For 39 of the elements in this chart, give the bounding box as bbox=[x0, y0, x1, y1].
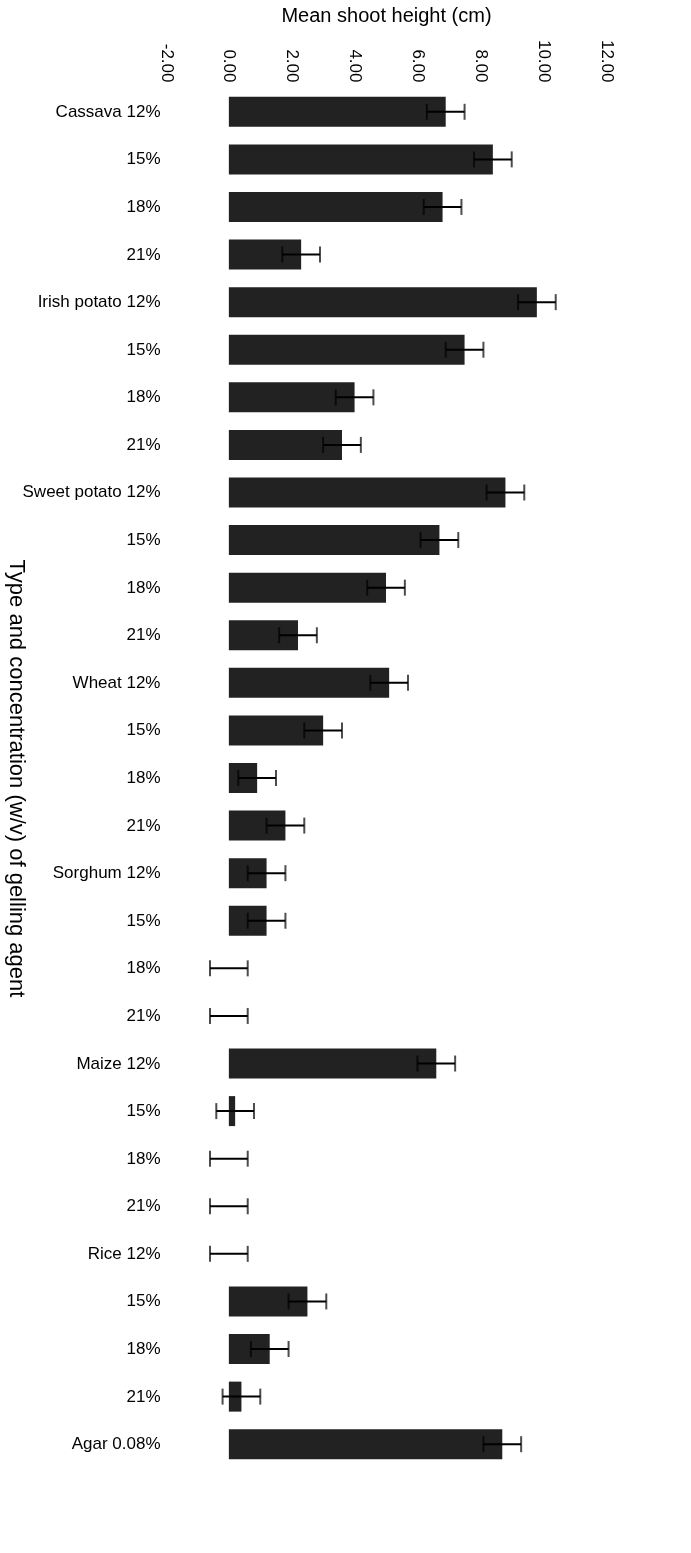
x-tick-label: 10.00 bbox=[534, 39, 554, 83]
y-tick-label: 15% bbox=[126, 530, 161, 550]
y-tick-label: 18% bbox=[126, 196, 161, 216]
y-tick-label: 18% bbox=[126, 577, 161, 597]
y-tick-label: 18% bbox=[126, 1339, 161, 1359]
y-tick-label: Cassava 12% bbox=[55, 101, 161, 121]
y-tick-label: 18% bbox=[126, 958, 161, 978]
y-axis-title: Type and concentration (w/v) of gelling agent bbox=[4, 559, 30, 998]
x-tick-label: 4.00 bbox=[346, 49, 366, 83]
y-tick-label: Maize 12% bbox=[76, 1053, 161, 1073]
y-tick-label: 15% bbox=[126, 910, 161, 930]
y-tick-label: 21% bbox=[126, 244, 161, 264]
x-tick-label: 0.00 bbox=[220, 49, 240, 83]
y-tick-label: 21% bbox=[126, 434, 161, 454]
y-tick-label: 21% bbox=[126, 815, 161, 835]
y-tick-label: 18% bbox=[126, 768, 161, 787]
y-tick-label: Rice 12% bbox=[87, 1243, 161, 1263]
y-tick-label: 15% bbox=[126, 1291, 161, 1311]
y-tick-label: 21% bbox=[126, 1005, 161, 1025]
y-tick-label: 15% bbox=[126, 720, 161, 740]
y-tick-label: 21% bbox=[126, 625, 161, 645]
y-tick-label: 15% bbox=[126, 1101, 161, 1121]
x-tick-label: -2.00 bbox=[157, 43, 177, 83]
y-tick-label: Agar 0.08% bbox=[71, 1434, 161, 1454]
y-tick-label: Sweet potato 12% bbox=[22, 482, 161, 502]
y-tick-label: 15% bbox=[126, 339, 161, 359]
x-axis-title: Mean shoot height (cm) bbox=[281, 3, 492, 26]
x-tick-label: 8.00 bbox=[471, 49, 491, 83]
y-tick-label: 21% bbox=[126, 1196, 161, 1216]
y-tick-label: Sorghum 12% bbox=[52, 863, 161, 883]
y-tick-label: 18% bbox=[126, 1148, 161, 1168]
x-tick-label: 6.00 bbox=[408, 49, 428, 83]
y-tick-label: Wheat 12% bbox=[72, 672, 161, 692]
x-tick-label: 2.00 bbox=[283, 49, 303, 83]
y-tick-label: 15% bbox=[126, 149, 161, 169]
x-tick-label: 12.00 bbox=[597, 39, 617, 83]
y-tick-label: 18% bbox=[126, 387, 161, 407]
y-tick-label: Irish potato 12% bbox=[37, 292, 161, 312]
y-tick-label: 21% bbox=[126, 1386, 161, 1406]
